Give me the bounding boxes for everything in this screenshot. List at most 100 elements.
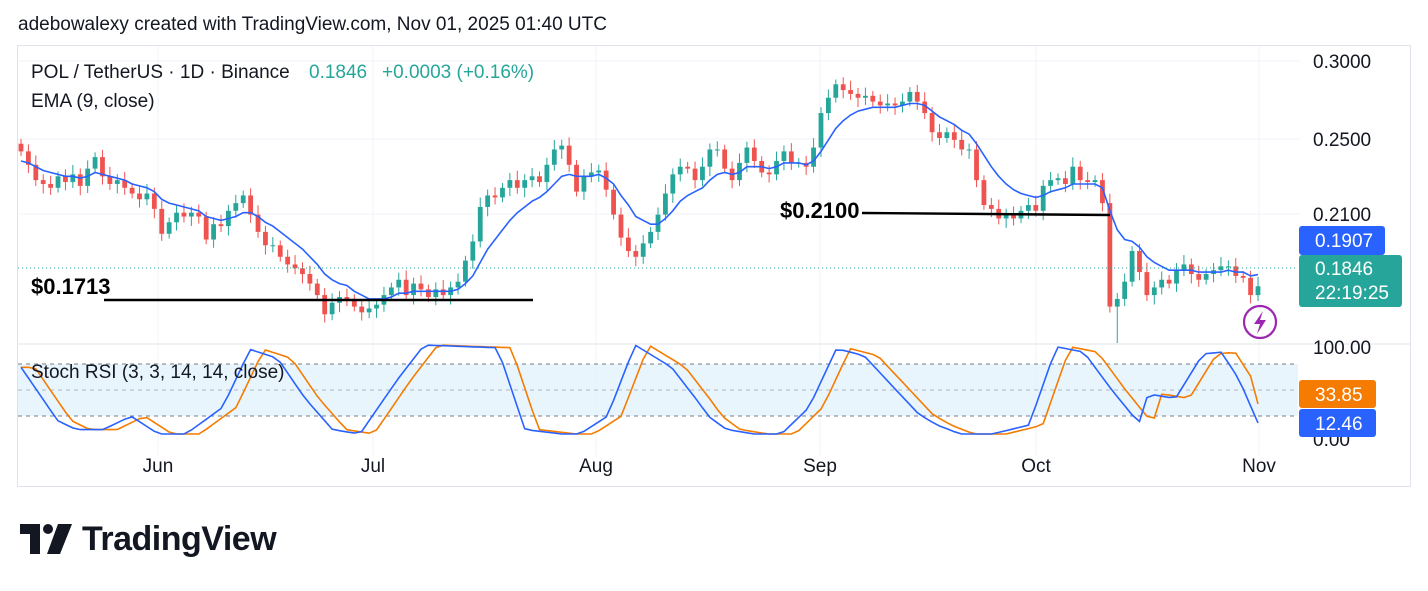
tradingview-logo-icon xyxy=(20,524,72,554)
candle-body xyxy=(166,222,172,234)
candle-body xyxy=(900,101,905,106)
stoch-legend[interactable]: Stoch RSI (3, 3, 14, 14, close) xyxy=(31,362,284,383)
candle-body xyxy=(1011,214,1016,219)
candle-body xyxy=(92,157,98,169)
symbol-title[interactable]: POL / TetherUS · 1D · Binance xyxy=(31,62,290,83)
candle-body xyxy=(1077,166,1083,181)
ema-value-badge xyxy=(1299,226,1385,255)
candle-body xyxy=(1166,279,1172,284)
candle-body xyxy=(1114,298,1120,307)
candle-body xyxy=(877,101,883,106)
candle-body xyxy=(292,264,298,269)
candle-body xyxy=(351,298,357,307)
candle-body xyxy=(1255,286,1261,296)
candle-body xyxy=(114,180,120,184)
candle-body xyxy=(1144,272,1150,296)
candle-body xyxy=(359,306,365,313)
candle-body xyxy=(981,180,987,206)
candle-body xyxy=(603,170,609,190)
candle-body xyxy=(892,103,898,106)
candle-body xyxy=(329,302,335,315)
resistance-label: $0.2100 xyxy=(780,198,860,223)
countdown-text: 22:19:25 xyxy=(1315,283,1389,304)
candle-body xyxy=(129,187,135,194)
candle-body xyxy=(1040,185,1046,211)
stoch-axis-top: 100.00 xyxy=(1313,338,1371,359)
candle-body xyxy=(1248,277,1253,296)
ema-line xyxy=(20,102,1259,300)
candle-body xyxy=(700,166,705,181)
candle-body xyxy=(1218,266,1224,271)
candle-body xyxy=(574,164,579,192)
candle-body xyxy=(196,212,202,217)
candle-body xyxy=(788,151,794,163)
candle-body xyxy=(218,224,224,227)
chart-frame xyxy=(17,45,1411,487)
candle-body xyxy=(307,274,313,284)
candle-body xyxy=(774,160,779,175)
candle-body xyxy=(625,237,631,252)
candle-body xyxy=(1085,180,1091,183)
candle-body xyxy=(181,212,187,217)
candle-body xyxy=(907,91,913,102)
candle-body xyxy=(1174,270,1179,284)
candle-body xyxy=(951,132,957,140)
candle-body xyxy=(685,166,691,169)
candle-body xyxy=(470,241,476,261)
candle-body xyxy=(818,113,824,148)
candle-body xyxy=(455,281,461,288)
tradingview-logo[interactable]: TradingView xyxy=(20,518,277,560)
candle-body xyxy=(1033,205,1039,211)
attribution-header: adebowalexy created with TradingView.com… xyxy=(18,14,607,35)
candle-body xyxy=(270,245,276,247)
candle-body xyxy=(1003,214,1009,219)
candle-body xyxy=(937,132,942,138)
candle-body xyxy=(722,149,728,169)
stoch-d-line xyxy=(21,344,1259,435)
candle-body xyxy=(714,149,720,151)
candle-body xyxy=(648,231,654,244)
candle-body xyxy=(640,243,646,257)
price-tick: 0.2500 xyxy=(1313,130,1371,151)
ema-legend[interactable]: EMA (9, close) xyxy=(31,91,155,112)
candle-body xyxy=(855,93,861,98)
candle-body xyxy=(1048,180,1053,186)
candle-body xyxy=(707,149,713,167)
candle-body xyxy=(396,279,402,288)
candle-body xyxy=(314,283,320,296)
candle-body xyxy=(596,170,602,173)
candle-body xyxy=(551,149,557,165)
candle-body xyxy=(277,245,283,257)
candle-body xyxy=(477,206,483,242)
candle-body xyxy=(1196,274,1202,280)
candle-body xyxy=(55,176,61,188)
candle-body xyxy=(463,260,468,282)
lightning-icon[interactable] xyxy=(1242,304,1278,340)
candle-body xyxy=(433,289,439,298)
time-tick: Aug xyxy=(579,456,613,477)
candle-body xyxy=(1151,287,1157,296)
candle-body xyxy=(1137,251,1142,273)
candle-body xyxy=(1240,275,1246,278)
candle-body xyxy=(403,279,409,296)
candle-body xyxy=(285,256,291,265)
candles-layer xyxy=(18,77,1261,343)
candle-body xyxy=(203,216,209,240)
candle-body xyxy=(122,180,128,188)
price-tick: 0.2100 xyxy=(1313,205,1371,226)
candle-body xyxy=(922,101,928,114)
time-tick: Jun xyxy=(143,456,174,477)
candle-body xyxy=(588,172,594,177)
candle-body xyxy=(581,176,587,192)
resistance-line xyxy=(861,211,1111,217)
candle-body xyxy=(1025,205,1031,211)
stoch-k-line xyxy=(20,344,1259,435)
tradingview-logo-text: TradingView xyxy=(82,519,277,558)
support-label: $0.1713 xyxy=(31,274,111,299)
candle-body xyxy=(618,214,624,238)
time-tick: Sep xyxy=(803,456,837,477)
candle-body xyxy=(48,183,54,188)
symbol-price: 0.1846 xyxy=(309,62,367,83)
candle-body xyxy=(1129,251,1135,282)
